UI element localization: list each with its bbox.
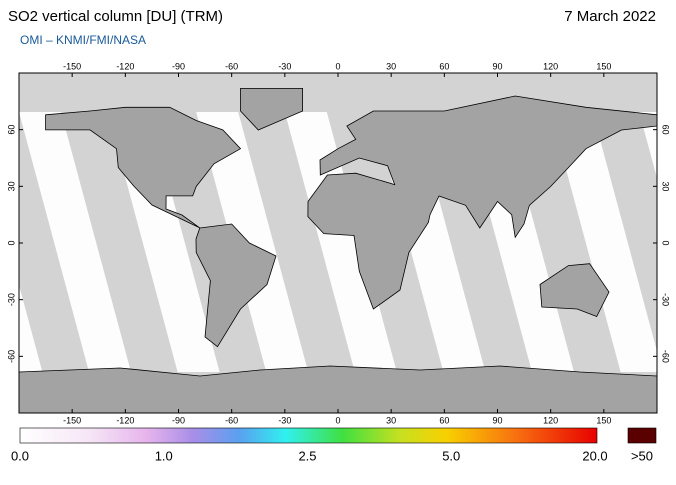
lat-label-left: 60 bbox=[6, 125, 16, 135]
lat-label-right: 30 bbox=[661, 181, 671, 191]
lon-label-bottom: 120 bbox=[543, 415, 558, 425]
swath bbox=[284, 112, 397, 372]
lon-label-bottom: 60 bbox=[439, 415, 449, 425]
lon-label-bottom: -120 bbox=[116, 415, 134, 425]
lon-label-top: -120 bbox=[116, 61, 134, 71]
colorbar-label: 5.0 bbox=[442, 448, 460, 463]
lat-label-left: 0 bbox=[6, 240, 16, 245]
lat-label-right: -30 bbox=[661, 293, 671, 306]
lon-label-bottom: -90 bbox=[172, 415, 185, 425]
subtitle: OMI – KNMI/FMI/NASA bbox=[20, 33, 146, 47]
colorbar-overflow bbox=[627, 427, 657, 444]
colorbar bbox=[19, 427, 598, 444]
map-ticks: -150 -150 -120 -120 -90 -90 -60 -60 -30 -30 0 0 30 30… bbox=[6, 61, 670, 425]
lat-label-right: 60 bbox=[661, 125, 671, 135]
lon-label-bottom: 150 bbox=[596, 415, 611, 425]
swath bbox=[550, 112, 657, 372]
lat-label-left: 30 bbox=[6, 181, 16, 191]
lon-label-bottom: -60 bbox=[225, 415, 238, 425]
lat-label-right: -60 bbox=[661, 350, 671, 363]
colorbar-label: 1.0 bbox=[155, 448, 173, 463]
lon-label-bottom: 30 bbox=[386, 415, 396, 425]
lon-label-top: -30 bbox=[278, 61, 291, 71]
lat-label-left: -30 bbox=[6, 293, 16, 306]
lon-label-top: 60 bbox=[439, 61, 449, 71]
colorbar-label: 20.0 bbox=[582, 448, 607, 463]
colorbar-label: 0.0 bbox=[11, 448, 29, 463]
colorbar-label: 2.5 bbox=[298, 448, 316, 463]
lon-label-top: 120 bbox=[543, 61, 558, 71]
lon-label-top: 150 bbox=[596, 61, 611, 71]
lon-label-top: -60 bbox=[225, 61, 238, 71]
swath bbox=[639, 112, 657, 179]
colorbar-overflow-label: >50 bbox=[631, 448, 653, 463]
map-body bbox=[19, 73, 657, 413]
lon-label-top: 0 bbox=[335, 61, 340, 71]
lat-label-right: 0 bbox=[661, 240, 671, 245]
swath bbox=[19, 112, 131, 372]
lon-label-bottom: -30 bbox=[278, 415, 291, 425]
lon-label-top: 90 bbox=[492, 61, 502, 71]
lon-label-bottom: 90 bbox=[492, 415, 502, 425]
date: 7 March 2022 bbox=[564, 8, 656, 25]
swath bbox=[196, 112, 309, 372]
lon-label-top: 30 bbox=[386, 61, 396, 71]
lat-label-left: -60 bbox=[6, 350, 16, 363]
lon-label-bottom: 0 bbox=[335, 415, 340, 425]
title: SO2 vertical column [DU] (TRM) bbox=[8, 8, 223, 25]
lon-label-bottom: -150 bbox=[63, 415, 81, 425]
colorbar-labels: 0.0 1.0 2.5 5.0 20.0 >50 bbox=[11, 448, 653, 463]
lon-label-top: -90 bbox=[172, 61, 185, 71]
swath bbox=[19, 285, 43, 372]
lon-label-top: -150 bbox=[63, 61, 81, 71]
